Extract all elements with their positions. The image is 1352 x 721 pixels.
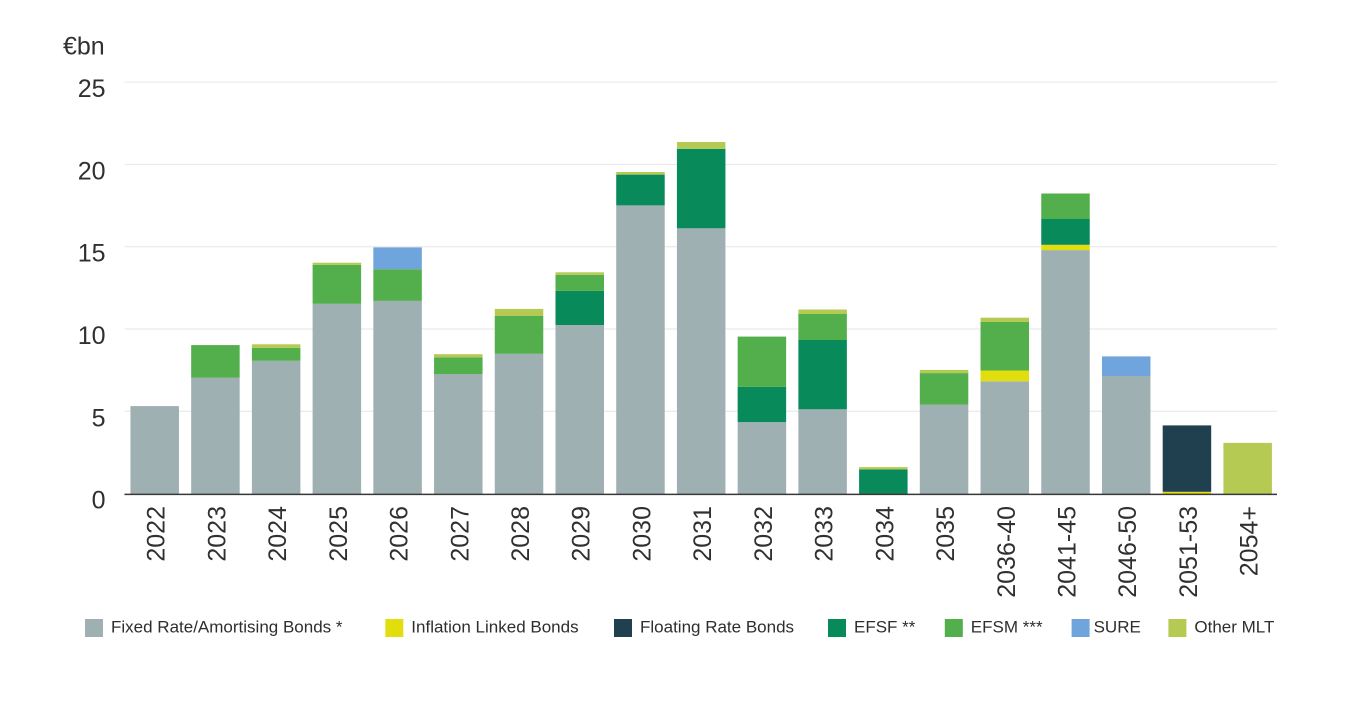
svg-text:2025: 2025 — [325, 506, 353, 562]
svg-text:Other MLT: Other MLT — [1194, 618, 1274, 637]
svg-text:5: 5 — [92, 404, 106, 432]
svg-text:2024: 2024 — [264, 506, 292, 562]
svg-text:20: 20 — [78, 157, 106, 185]
svg-text:15: 15 — [78, 240, 106, 268]
svg-text:€bn: €bn — [63, 33, 105, 61]
svg-text:2031: 2031 — [689, 506, 717, 562]
svg-text:2027: 2027 — [446, 506, 474, 562]
svg-text:EFSM ***: EFSM *** — [971, 618, 1043, 637]
svg-text:2029: 2029 — [568, 506, 596, 562]
svg-text:2026: 2026 — [386, 506, 414, 562]
svg-text:10: 10 — [78, 322, 106, 350]
svg-text:2023: 2023 — [203, 506, 231, 562]
svg-text:2030: 2030 — [629, 506, 657, 562]
svg-text:2046-50: 2046-50 — [1114, 506, 1142, 598]
svg-text:Fixed Rate/Amortising Bonds *: Fixed Rate/Amortising Bonds * — [111, 618, 343, 637]
svg-text:2028: 2028 — [507, 506, 535, 562]
svg-text:EFSF **: EFSF ** — [854, 618, 916, 637]
svg-text:25: 25 — [78, 75, 106, 103]
svg-text:0: 0 — [92, 487, 106, 515]
svg-text:2034: 2034 — [871, 506, 899, 562]
svg-text:2051-53: 2051-53 — [1175, 506, 1203, 598]
svg-text:2033: 2033 — [811, 506, 839, 562]
svg-text:2035: 2035 — [932, 506, 960, 562]
svg-text:2036-40: 2036-40 — [993, 506, 1021, 598]
svg-text:2022: 2022 — [143, 506, 171, 562]
svg-text:2041-45: 2041-45 — [1054, 506, 1082, 598]
svg-text:2032: 2032 — [750, 506, 778, 562]
svg-text:2054+: 2054+ — [1236, 506, 1264, 576]
svg-text:Floating Rate Bonds: Floating Rate Bonds — [640, 618, 794, 637]
svg-text:SURE: SURE — [1094, 618, 1141, 637]
svg-text:Inflation Linked Bonds: Inflation Linked Bonds — [411, 618, 578, 637]
